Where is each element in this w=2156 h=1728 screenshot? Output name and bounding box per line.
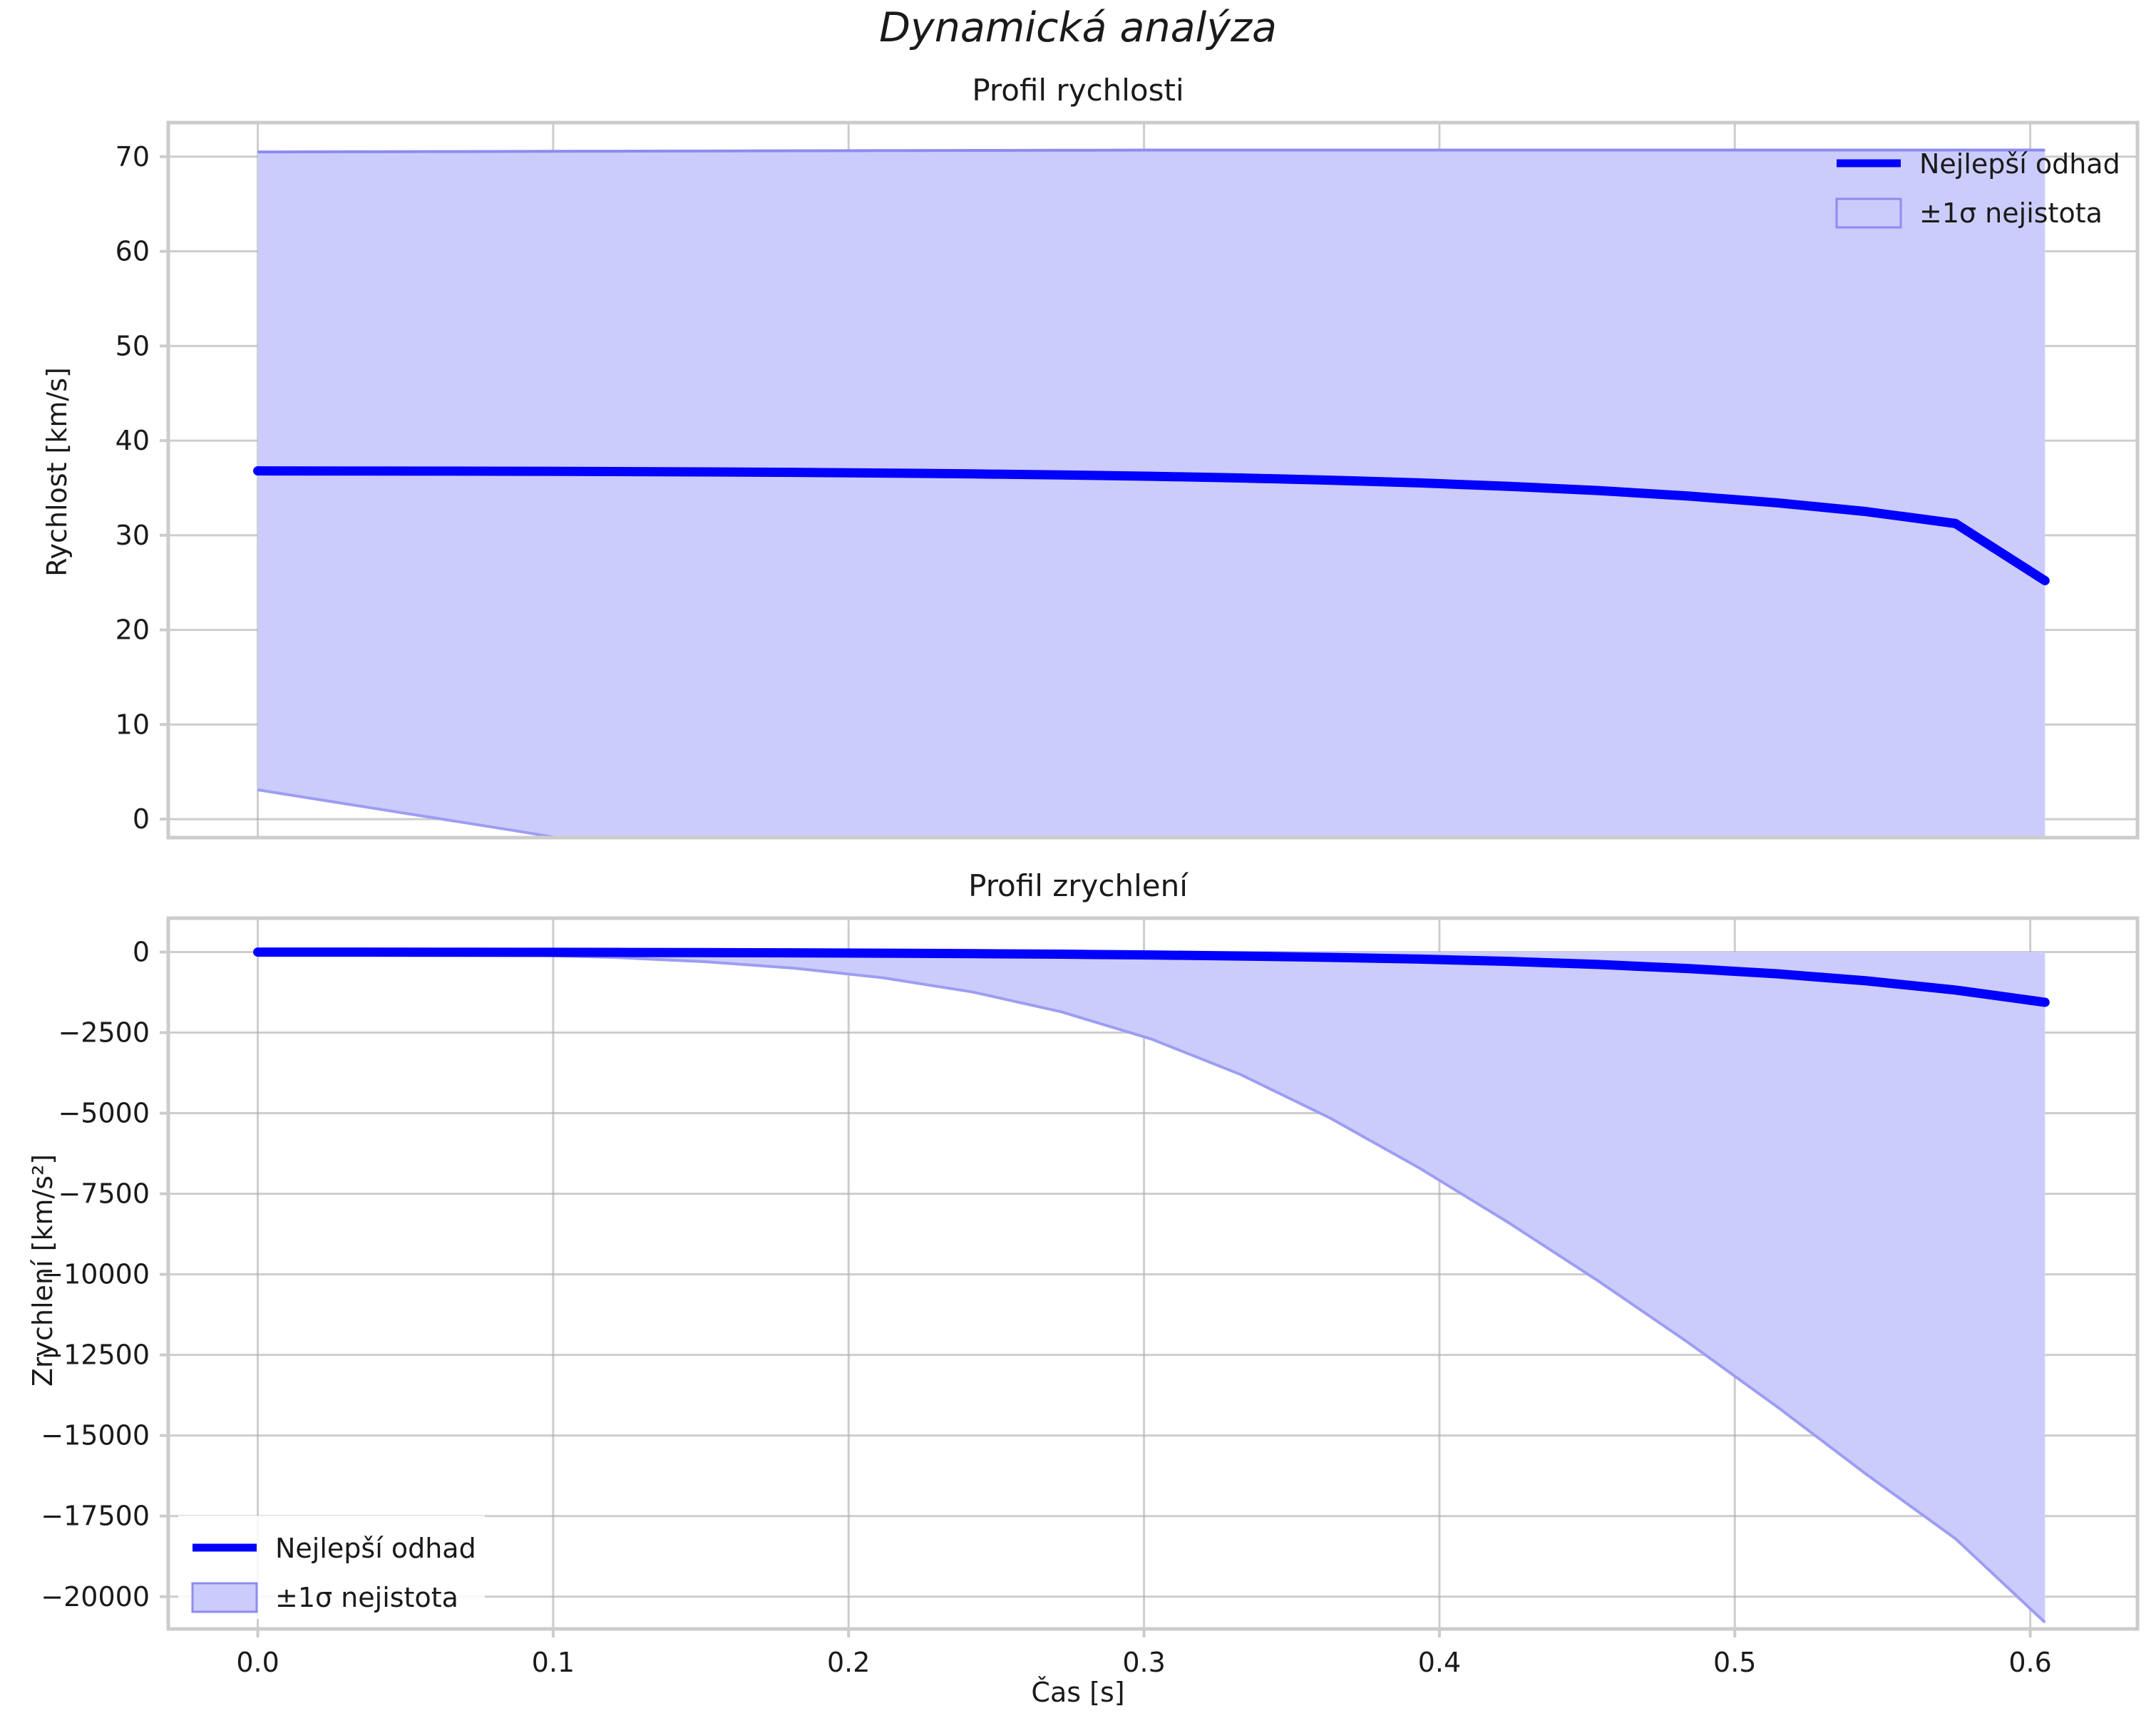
- top-panel-title: Profil rychlosti: [972, 73, 1184, 108]
- legend-line-label: Nejlepší odhad: [1919, 148, 2120, 180]
- ytick-label: 10: [115, 709, 150, 740]
- bottom-panel-axes: 0 −2500 −5000 −7500 −10000 −12500 −15000 −17500…: [41, 916, 2140, 1678]
- shared-xtick-labels: 0.0 0.1 0.2 0.3 0.4 0.5 0.6: [236, 1629, 2052, 1678]
- ytick-label: 0: [133, 803, 150, 835]
- xtick-label: 0.1: [532, 1647, 575, 1678]
- figure-suptitle: Dynamická analýza: [879, 4, 1277, 51]
- ytick-label: −20000: [41, 1581, 150, 1613]
- top-panel-axes: 0 10 20 30 40 50 60 70 Nejlepší odhad ±1σ nejist…: [115, 120, 2140, 840]
- bottom-panel-best-estimate-line: [253, 947, 2050, 1007]
- ytick-label: 20: [115, 614, 150, 646]
- ytick-label: −15000: [41, 1420, 150, 1451]
- top-panel-ytick-labels: 0 10 20 30 40 50 60 70: [115, 141, 168, 835]
- xtick-label: 0.4: [1418, 1647, 1461, 1678]
- ytick-label: −10000: [41, 1259, 150, 1290]
- shared-xlabel: Čas [s]: [1031, 1677, 1125, 1708]
- ytick-label: −2500: [58, 1017, 150, 1049]
- ytick-label: −17500: [41, 1501, 150, 1532]
- bottom-panel-title: Profil zrychlení: [968, 868, 1188, 903]
- legend-line-label: Nejlepší odhad: [275, 1533, 476, 1564]
- bottom-panel-ytick-labels: 0 −2500 −5000 −7500 −10000 −12500 −15000 −17500…: [41, 936, 168, 1613]
- ytick-label: 70: [115, 141, 150, 173]
- ytick-label: 60: [115, 236, 150, 267]
- ytick-label: 0: [133, 936, 150, 967]
- ytick-label: −7500: [58, 1178, 150, 1210]
- xtick-label: 0.3: [1122, 1647, 1165, 1678]
- top-panel-band-upper-edge: [257, 148, 2045, 154]
- ytick-label: 30: [115, 520, 150, 551]
- ytick-label: 50: [115, 330, 150, 361]
- top-panel-legend: Nejlepší odhad ±1σ nejistota: [1835, 148, 2120, 229]
- ytick-label: −5000: [58, 1098, 150, 1129]
- xtick-label: 0.6: [2008, 1647, 2051, 1678]
- top-panel-uncertainty-band: [257, 150, 2045, 838]
- bottom-panel-legend: Nejlepší odhad ±1σ nejistota: [178, 1516, 485, 1619]
- legend-band-label: ±1σ nejistota: [275, 1582, 458, 1613]
- bottom-panel-uncertainty-band: [257, 952, 2045, 1622]
- xtick-label: 0.0: [236, 1647, 279, 1678]
- ytick-label: 40: [115, 425, 150, 456]
- ytick-label: −12500: [41, 1339, 150, 1371]
- top-panel-best-estimate-line: [253, 466, 2050, 586]
- legend-band-label: ±1σ nejistota: [1919, 197, 2103, 229]
- xtick-label: 0.5: [1713, 1647, 1756, 1678]
- xtick-label: 0.2: [827, 1647, 870, 1678]
